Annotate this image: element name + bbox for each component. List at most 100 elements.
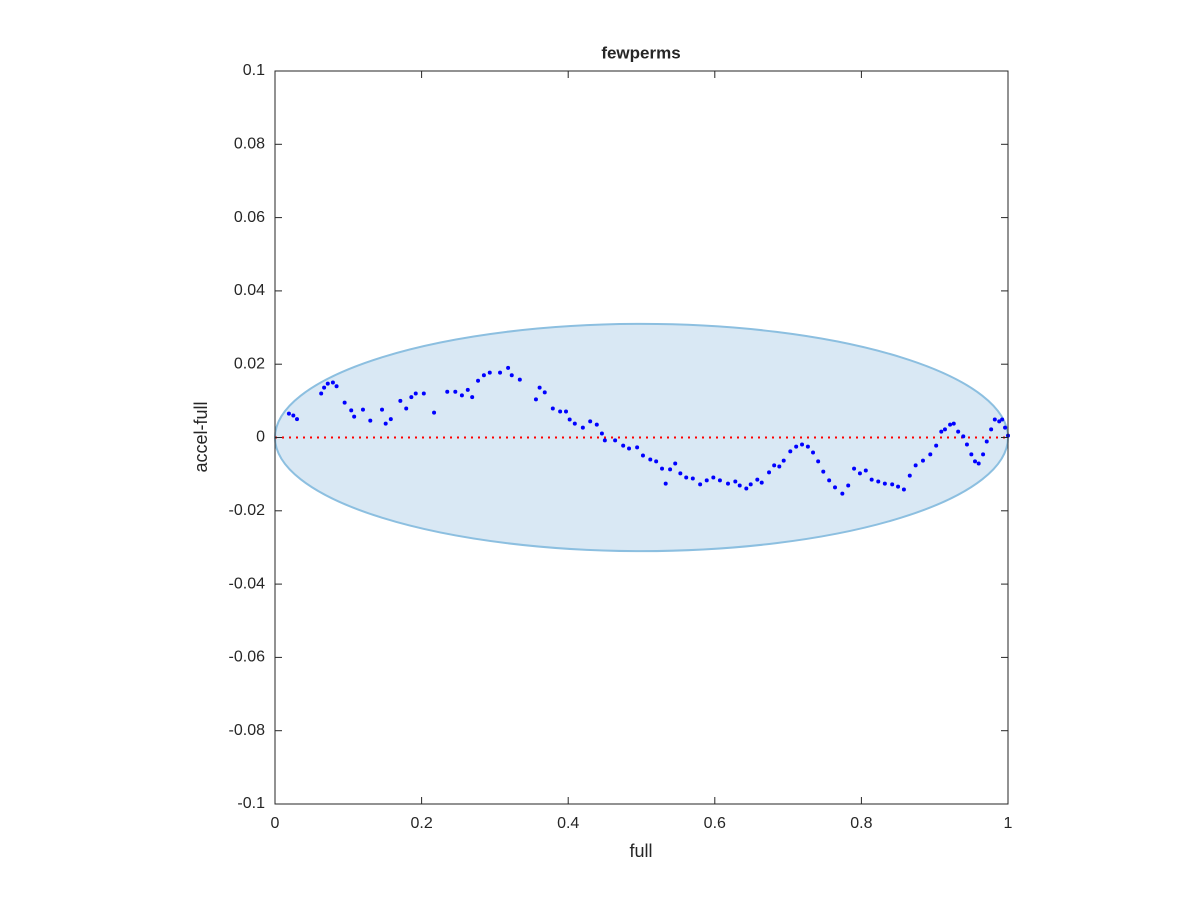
point — [973, 459, 978, 464]
point — [349, 408, 354, 413]
point — [948, 422, 953, 427]
point — [882, 481, 887, 486]
point — [648, 457, 653, 462]
point — [572, 421, 577, 426]
y-tick-label: -0.06 — [229, 649, 266, 666]
x-tick-label: 0.6 — [704, 815, 726, 832]
point — [816, 459, 821, 464]
point — [846, 483, 851, 488]
y-tick-label: 0.1 — [243, 62, 265, 79]
point — [992, 417, 997, 422]
point — [564, 409, 569, 414]
point — [398, 398, 403, 403]
point — [781, 458, 786, 463]
point — [352, 414, 357, 419]
point — [476, 378, 481, 383]
chart-title: fewperms — [601, 43, 680, 62]
point — [509, 373, 514, 378]
point — [588, 419, 593, 424]
point — [827, 478, 832, 483]
point — [404, 406, 409, 411]
x-tick-label: 0.4 — [557, 815, 579, 832]
point — [613, 438, 618, 443]
y-tick-label: -0.02 — [229, 502, 266, 519]
point — [857, 471, 862, 476]
point — [759, 480, 764, 485]
point — [325, 381, 330, 386]
point — [964, 442, 969, 447]
point — [459, 393, 464, 398]
point — [537, 385, 542, 390]
point — [506, 365, 511, 370]
point — [934, 443, 939, 448]
point — [777, 464, 782, 469]
point — [498, 370, 503, 375]
point — [319, 391, 324, 396]
point — [599, 431, 604, 436]
point — [984, 439, 989, 444]
point — [767, 470, 772, 475]
point — [660, 466, 665, 471]
point — [291, 413, 296, 418]
x-tick-label: 0.8 — [850, 815, 872, 832]
point — [684, 475, 689, 480]
point — [481, 373, 486, 378]
point — [322, 385, 327, 390]
point — [621, 443, 626, 448]
point — [594, 422, 599, 427]
point — [725, 481, 730, 486]
point — [913, 463, 918, 468]
point — [1000, 417, 1005, 422]
point — [580, 425, 585, 430]
point — [920, 458, 925, 463]
point — [558, 409, 563, 414]
point — [470, 395, 475, 400]
point — [286, 411, 291, 416]
point — [876, 479, 881, 484]
point — [421, 391, 426, 396]
point — [432, 410, 437, 415]
point — [602, 438, 607, 443]
point — [368, 418, 373, 423]
y-tick-label: -0.1 — [237, 795, 265, 812]
point — [1003, 425, 1008, 430]
y-tick-label: 0.02 — [234, 355, 265, 372]
point — [969, 452, 974, 457]
x-tick-label: 0.2 — [410, 815, 432, 832]
point — [388, 417, 393, 422]
point — [869, 477, 874, 482]
point — [748, 482, 753, 487]
point — [805, 444, 810, 449]
point — [487, 370, 492, 375]
point — [711, 475, 716, 480]
point — [772, 463, 777, 468]
point — [863, 468, 868, 473]
point — [981, 452, 986, 457]
point — [542, 390, 547, 395]
point — [989, 427, 994, 432]
point — [550, 406, 555, 411]
point — [409, 395, 414, 400]
point — [627, 446, 632, 451]
point — [517, 377, 522, 382]
point — [896, 484, 901, 489]
point — [330, 380, 335, 385]
point — [907, 473, 912, 478]
point — [821, 469, 826, 474]
point — [663, 481, 668, 486]
x-tick-label: 0 — [271, 815, 280, 832]
y-tick-label: 0 — [256, 429, 265, 446]
point — [942, 427, 947, 432]
point — [928, 452, 933, 457]
point — [833, 485, 838, 490]
y-tick-label: 0.08 — [234, 136, 265, 153]
point — [939, 429, 944, 434]
point — [533, 397, 538, 402]
point — [717, 478, 722, 483]
point — [668, 467, 673, 472]
point — [890, 482, 895, 487]
point — [811, 450, 816, 455]
y-tick-label: -0.08 — [229, 722, 266, 739]
point — [794, 444, 799, 449]
x-tick-label: 1 — [1004, 815, 1013, 832]
